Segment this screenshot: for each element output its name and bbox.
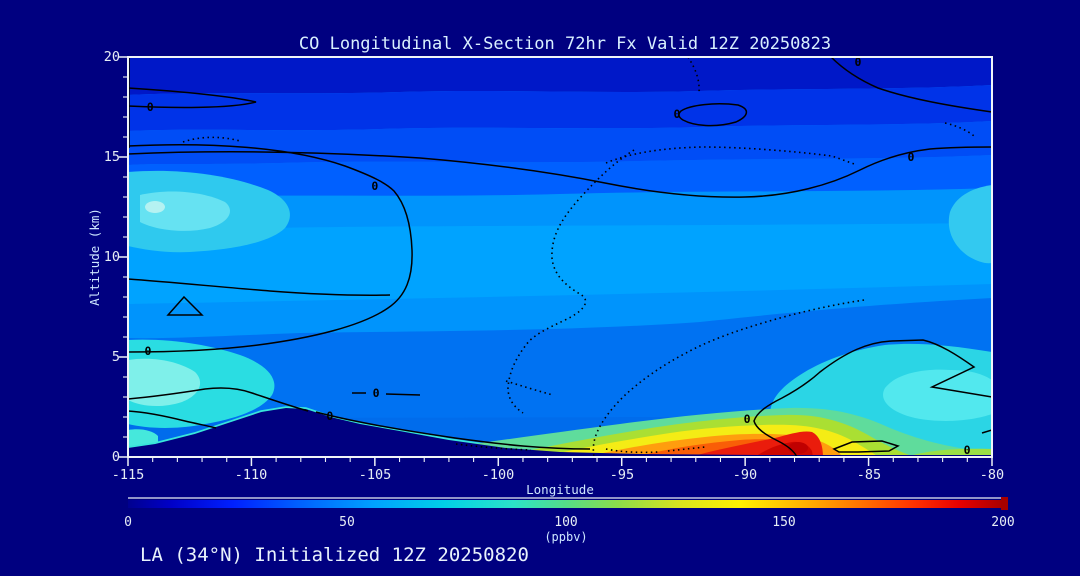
init-info-footer: LA (34°N) Initialized 12Z 20250820 [140, 544, 529, 566]
y-tick-label: 0 [112, 449, 120, 465]
x-axis-ticks [127, 458, 993, 466]
x-tick-label: -115 [112, 467, 145, 483]
contour-fill-field: 0 0 0 0 0 0 0 0 0 0 [128, 55, 992, 457]
contour-zero-label: 0 [371, 179, 378, 193]
contour-zero-label: 0 [326, 409, 333, 423]
y-axis-tick-labels: 0 5 10 15 20 [104, 49, 120, 465]
colorbar-tick-label: 150 [772, 515, 795, 530]
contour-zero-label: 0 [855, 55, 862, 69]
colorbar-tick-label: 0 [124, 515, 132, 530]
colorbar-units-label: (ppbv) [544, 530, 587, 544]
contour-zero-label: 0 [908, 150, 915, 164]
colorbar-ramp [128, 500, 1003, 508]
plot-border [127, 56, 993, 458]
contour-zero-label: 0 [145, 344, 152, 358]
y-tick-label: 20 [104, 49, 120, 65]
chart-title: CO Longitudinal X-Section 72hr Fx Valid … [299, 34, 831, 54]
colorbar: 0 50 100 150 200 (ppbv) [124, 497, 1015, 544]
x-tick-label: -100 [482, 467, 515, 483]
y-tick-label: 10 [104, 249, 120, 265]
x-tick-label: -90 [733, 467, 757, 483]
contour-zero-labels: 0 0 0 0 0 0 0 0 0 0 [145, 55, 971, 457]
dotted-contour-lines [182, 57, 975, 457]
colorbar-tick-label: 50 [339, 515, 355, 530]
terrain-silhouette [128, 408, 992, 457]
y-tick-label: 15 [104, 149, 120, 165]
contour-zero-label: 0 [674, 107, 681, 121]
colorbar-tick-label: 200 [991, 515, 1014, 530]
y-axis-ticks [119, 56, 127, 458]
y-tick-label: 5 [112, 349, 120, 365]
colorbar-tick-labels: 0 50 100 150 200 [124, 515, 1015, 530]
x-tick-label: -110 [235, 467, 268, 483]
x-tick-label: -80 [980, 467, 1004, 483]
x-axis-tick-labels: -115 -110 -105 -100 -95 -90 -85 -80 [112, 467, 1004, 483]
contour-zero-label: 0 [744, 412, 751, 426]
x-tick-label: -95 [610, 467, 634, 483]
contour-zero-label: 0 [964, 443, 971, 457]
contour-zero-label: 0 [373, 386, 380, 400]
y-axis-title: Altitude (km) [87, 208, 102, 306]
colorbar-overflow-cap [1001, 497, 1008, 510]
colorbar-tick-label: 100 [554, 515, 577, 530]
x-tick-label: -85 [857, 467, 881, 483]
x-axis-title: Longitude [526, 482, 594, 497]
contour-zero-label: 0 [147, 100, 154, 114]
x-tick-label: -105 [359, 467, 392, 483]
surface-co-plume [415, 407, 992, 457]
